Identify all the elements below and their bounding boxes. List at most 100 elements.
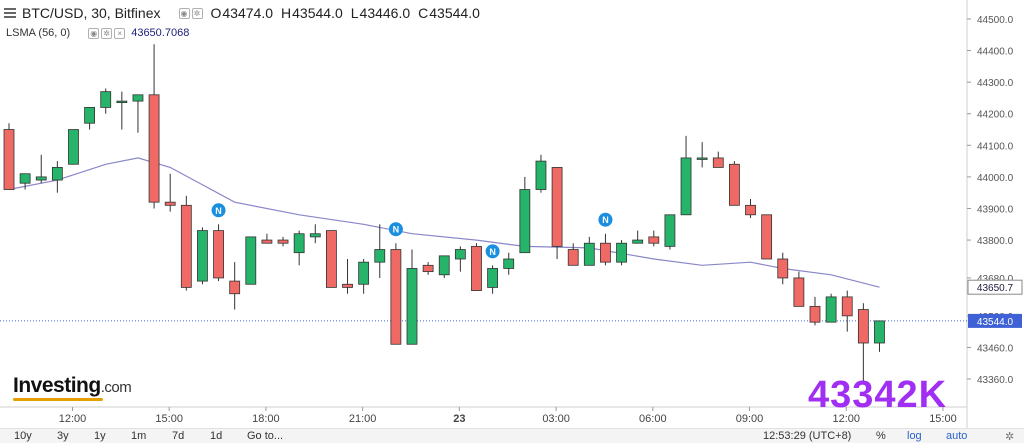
candle-up[interactable] xyxy=(84,107,95,130)
candle-up[interactable] xyxy=(680,135,692,216)
range-7d-button[interactable]: 7d xyxy=(172,430,185,442)
candle-body xyxy=(390,249,402,345)
symbol-title[interactable]: BTC/USD, 30, Bitfinex xyxy=(22,5,161,21)
candle-down[interactable] xyxy=(325,230,337,288)
candle-up[interactable] xyxy=(197,227,208,285)
candle-body xyxy=(761,214,773,260)
candle-up[interactable] xyxy=(632,230,644,244)
candle-up[interactable] xyxy=(51,161,63,193)
candle-down[interactable] xyxy=(390,243,402,345)
candle-down[interactable] xyxy=(471,243,482,291)
candle-body xyxy=(261,239,273,244)
candle-up[interactable] xyxy=(374,224,386,278)
menu-icon[interactable] xyxy=(4,8,16,18)
candle-up[interactable] xyxy=(35,154,47,184)
candle-down[interactable] xyxy=(712,151,724,168)
indicator-legend: LSMA (56, 0) ◉ ✲ × 43650.7068 xyxy=(6,25,189,41)
candlestick-chart[interactable]: N N N N 43360.043460.043560.043680.043800.0… xyxy=(0,0,1024,428)
candle-up[interactable] xyxy=(19,173,31,190)
candle-down[interactable] xyxy=(229,262,241,310)
candle-up[interactable] xyxy=(293,230,305,266)
news-marker-label: N xyxy=(215,206,222,216)
time-tick-label: 23 xyxy=(453,413,465,425)
log-toggle[interactable]: log xyxy=(907,430,922,442)
candle-up[interactable] xyxy=(825,293,837,323)
candle-down[interactable] xyxy=(793,271,805,307)
candle-down[interactable] xyxy=(422,262,434,275)
price-axis[interactable]: 43360.043460.043560.043680.043800.043900… xyxy=(967,15,1014,386)
candle-down[interactable] xyxy=(761,214,773,260)
candle-down[interactable] xyxy=(277,236,289,247)
candle-down[interactable] xyxy=(342,259,353,294)
candle-body xyxy=(309,233,321,238)
chart-header: BTC/USD, 30, Bitfinex ◉ ✲ O43474.0 H4354… xyxy=(4,3,480,23)
gear-icon[interactable]: ✲ xyxy=(191,7,203,19)
candle-up[interactable] xyxy=(68,129,79,165)
candle-down[interactable] xyxy=(648,230,660,247)
percent-toggle[interactable]: % xyxy=(876,430,886,442)
candle-down[interactable] xyxy=(809,296,821,326)
candle-body xyxy=(213,230,224,279)
news-marker[interactable]: N xyxy=(485,244,500,259)
settings-gear-icon[interactable]: ✲ xyxy=(1005,431,1015,443)
auto-toggle[interactable]: auto xyxy=(946,430,968,442)
candle-down[interactable] xyxy=(551,167,563,259)
time-tick-label: 15:00 xyxy=(155,413,183,425)
candle-down[interactable] xyxy=(841,290,853,332)
time-tick-label: 18:00 xyxy=(252,413,280,425)
range-1y-button[interactable]: 1y xyxy=(94,430,106,442)
candle-down[interactable] xyxy=(3,123,15,190)
candle-up[interactable] xyxy=(116,91,128,130)
candle-body xyxy=(51,167,63,181)
news-marker[interactable]: N xyxy=(598,212,613,227)
range-3y-button[interactable]: 3y xyxy=(57,430,69,442)
investing-logo: Investing.com xyxy=(13,374,132,401)
candle-up[interactable] xyxy=(519,176,531,254)
candle-up[interactable] xyxy=(583,236,595,266)
candle-up[interactable] xyxy=(874,320,885,352)
goto-button[interactable]: Go to... xyxy=(247,430,284,442)
lsma-line-group xyxy=(8,157,880,288)
candle-down[interactable] xyxy=(567,243,579,266)
candle-down[interactable] xyxy=(857,303,869,385)
candle-up[interactable] xyxy=(696,142,708,168)
candle-up[interactable] xyxy=(358,259,370,294)
candle-down[interactable] xyxy=(600,233,611,266)
candle-up[interactable] xyxy=(438,255,450,278)
candle-down[interactable] xyxy=(745,199,756,218)
clock-readout[interactable]: 12:53:29 (UTC+8) xyxy=(763,430,852,442)
candle-up[interactable] xyxy=(454,246,466,272)
news-marker[interactable]: N xyxy=(211,203,226,218)
candle-down[interactable] xyxy=(777,252,789,285)
range-1d-button[interactable]: 1d xyxy=(210,430,223,442)
candle-up[interactable] xyxy=(535,154,547,193)
time-axis[interactable]: 12:00 15:00 18:00 21:00 23 03:00 06:00 09:00 12:… xyxy=(59,407,957,425)
candle-up[interactable] xyxy=(406,249,418,345)
candle-down[interactable] xyxy=(261,233,273,244)
indicator-name[interactable]: LSMA (56, 0) xyxy=(6,27,71,39)
range-10y-button[interactable]: 10y xyxy=(14,430,32,442)
candle-up[interactable] xyxy=(100,88,112,114)
close-icon[interactable]: × xyxy=(114,27,126,39)
candle-body xyxy=(84,107,95,124)
candle-up[interactable] xyxy=(664,214,676,250)
candle-up[interactable] xyxy=(132,94,144,133)
candle-down[interactable] xyxy=(148,44,160,209)
eye-icon[interactable]: ◉ xyxy=(178,7,190,19)
gear-icon[interactable]: ✲ xyxy=(101,27,113,39)
news-marker[interactable]: N xyxy=(388,222,403,237)
candle-body xyxy=(229,280,241,295)
candle-up[interactable] xyxy=(487,265,499,294)
range-1m-button[interactable]: 1m xyxy=(131,430,147,442)
news-marker-group[interactable]: N N N N xyxy=(211,203,613,259)
candle-body xyxy=(148,94,160,203)
candle-down[interactable] xyxy=(164,173,176,212)
candle-up[interactable] xyxy=(503,252,515,275)
candle-up[interactable] xyxy=(616,240,627,266)
candle-down[interactable] xyxy=(729,161,740,206)
candle-up[interactable] xyxy=(245,236,257,285)
candle-down[interactable] xyxy=(180,195,192,291)
candle-down[interactable] xyxy=(213,224,224,282)
eye-icon[interactable]: ◉ xyxy=(88,27,100,39)
candle-up[interactable] xyxy=(309,224,321,244)
